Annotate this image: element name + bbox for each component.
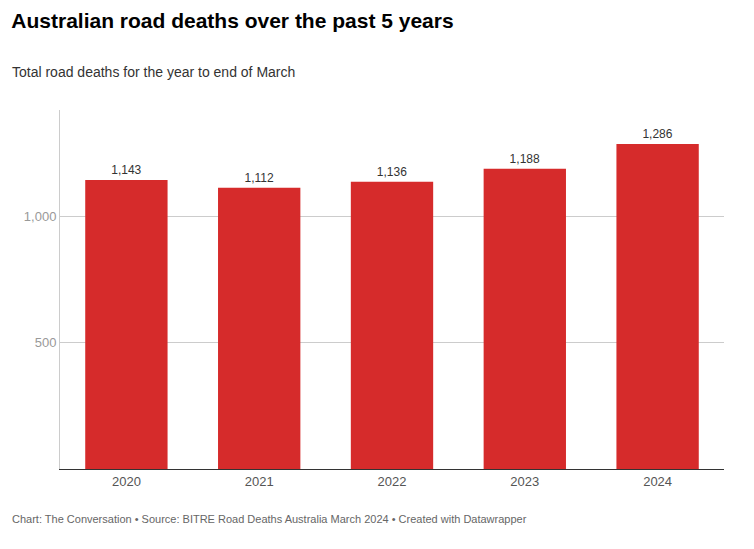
svg-text:1,286: 1,286 <box>642 127 672 141</box>
svg-text:1,112: 1,112 <box>244 171 273 185</box>
svg-text:Total road deaths for the year: Total road deaths for the year to end of… <box>12 64 295 80</box>
svg-text:2022: 2022 <box>378 474 407 489</box>
svg-text:2024: 2024 <box>643 474 672 489</box>
svg-text:Chart: The Conversation • Sour: Chart: The Conversation • Source: BITRE … <box>12 513 527 525</box>
svg-text:1,136: 1,136 <box>377 165 407 179</box>
svg-text:Australian road deaths over th: Australian road deaths over the past 5 y… <box>11 9 453 32</box>
svg-text:500: 500 <box>35 335 57 350</box>
svg-text:1,188: 1,188 <box>510 152 540 166</box>
svg-text:1,143: 1,143 <box>111 163 141 177</box>
svg-text:2023: 2023 <box>510 474 539 489</box>
svg-text:2021: 2021 <box>245 474 274 489</box>
svg-text:1,000: 1,000 <box>24 209 57 224</box>
svg-text:2020: 2020 <box>112 474 141 489</box>
